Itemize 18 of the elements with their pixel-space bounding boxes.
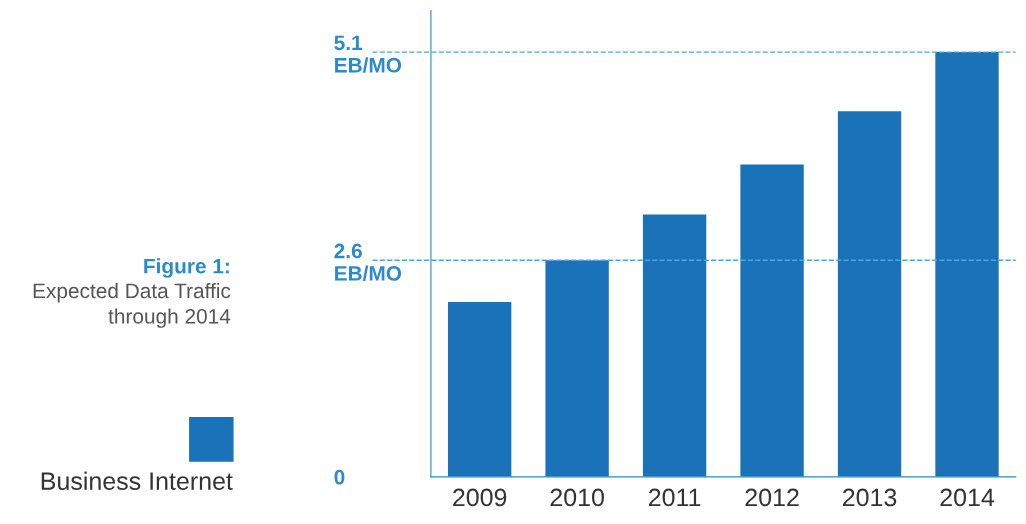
bar bbox=[837, 111, 902, 477]
y-tick-label: 2.6 EB/MO bbox=[334, 243, 402, 282]
x-tick-label: 2014 bbox=[940, 488, 995, 507]
x-tick-label: 2011 bbox=[648, 488, 701, 507]
legend-label: Business Internet bbox=[41, 471, 233, 490]
text: Figure 1: bbox=[144, 258, 229, 278]
x-tick-label: 2010 bbox=[550, 488, 604, 507]
bar bbox=[740, 164, 804, 477]
bar bbox=[642, 214, 707, 477]
x-tick-label: 2009 bbox=[453, 488, 507, 507]
y-tick-label: 0 bbox=[334, 469, 345, 485]
x-tick-label: 2012 bbox=[745, 488, 799, 507]
x-tick-label: 2013 bbox=[842, 488, 897, 507]
text: Expected Data Traffic through 2014 bbox=[33, 282, 231, 328]
bar bbox=[935, 52, 999, 477]
bar bbox=[545, 260, 609, 477]
y-tick-label: 5.1 EB/MO bbox=[334, 35, 402, 73]
bar bbox=[447, 301, 512, 477]
